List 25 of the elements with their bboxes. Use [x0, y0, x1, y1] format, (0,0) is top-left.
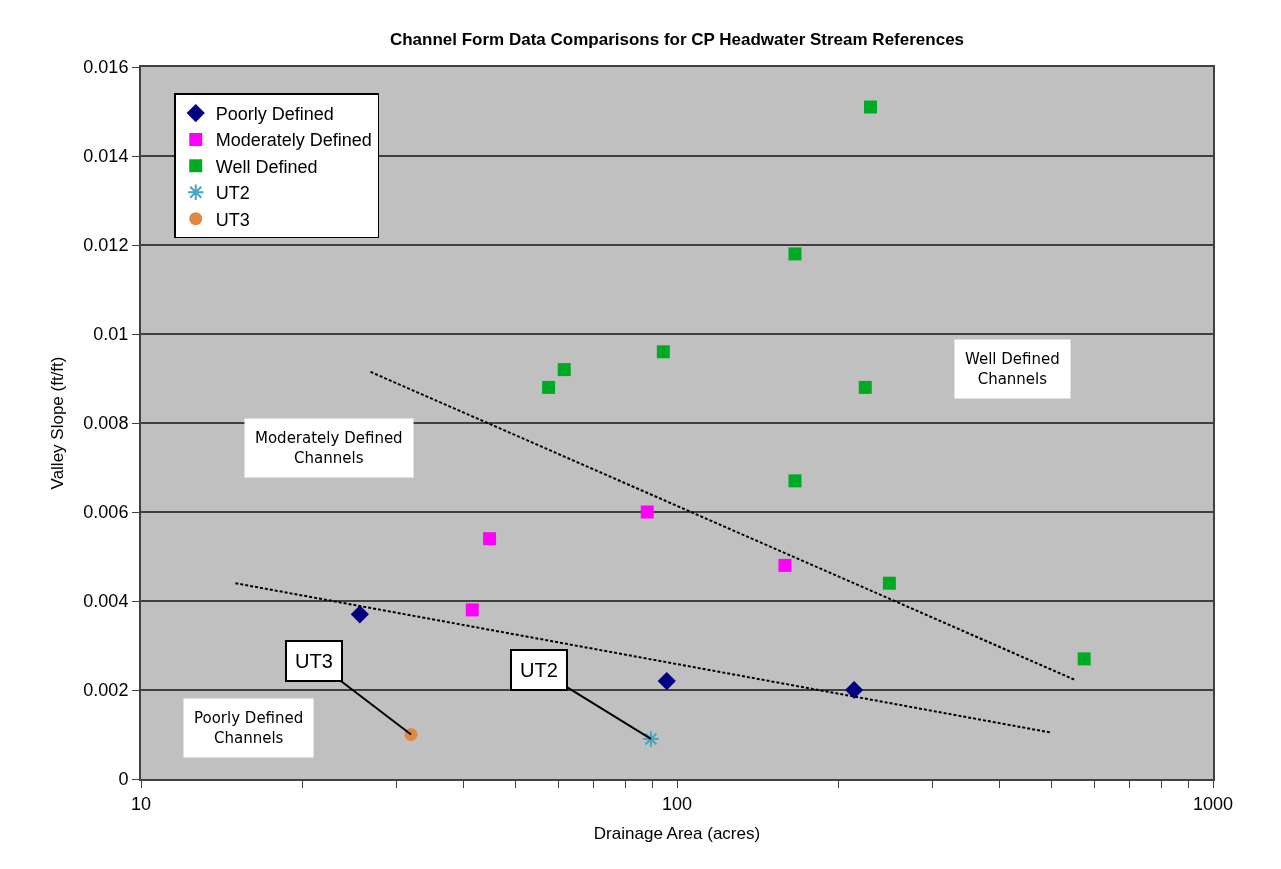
legend-label: UT3: [215, 209, 250, 230]
annotation: Moderately Defined Channels: [255, 429, 403, 467]
legend-label: UT2: [215, 183, 250, 204]
x-tick-label: 100: [661, 793, 693, 814]
annotation: Poorly Defined Channels: [194, 709, 304, 747]
legend-label: Well Defined: [215, 156, 318, 177]
y-tick-label: 0.004: [83, 591, 129, 612]
y-tick-label: 0.014: [83, 146, 129, 167]
x-axis-title: Drainage Area (acres): [593, 824, 761, 844]
legend-label: Poorly Defined: [215, 104, 334, 125]
x-tick-label: 1000: [1192, 793, 1234, 814]
y-axis-title: Valley Slope (ft/ft): [48, 356, 68, 490]
legend-label: Moderately Defined: [215, 130, 372, 151]
y-tick-label: 0: [118, 769, 129, 790]
y-tick-label: 0.002: [83, 680, 129, 701]
y-tick-label: 0.012: [83, 235, 129, 256]
chart-title: Channel Form Data Comparisons for CP Headwater Stream References: [389, 30, 965, 50]
annotation: UT3: [295, 650, 333, 672]
y-tick-label: 0.016: [83, 57, 129, 78]
y-tick-label: 0.006: [83, 502, 129, 523]
annotation: UT2: [520, 659, 558, 681]
x-tick-label: 10: [130, 793, 152, 814]
annotation: Well Defined Channels: [965, 350, 1060, 388]
y-tick-label: 0.01: [93, 324, 129, 345]
y-tick-label: 0.008: [83, 413, 129, 434]
